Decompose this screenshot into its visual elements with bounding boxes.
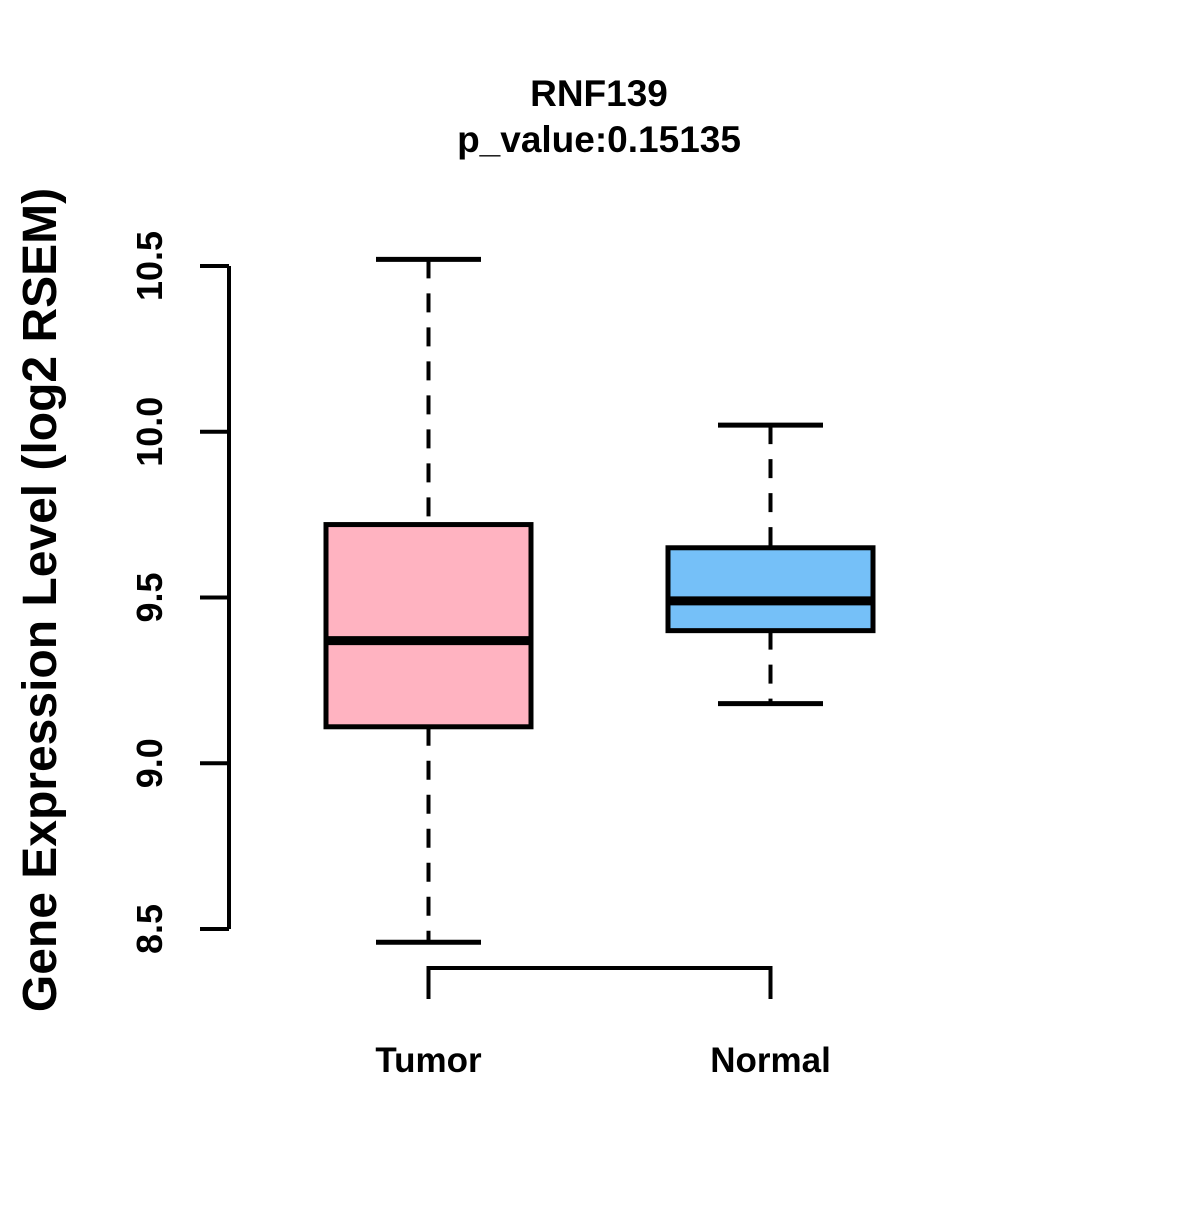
chart-title: RNF139 [530, 73, 668, 114]
chart-subtitle-pvalue: p_value:0.15135 [457, 119, 741, 160]
y-tick-label: 9.5 [129, 572, 170, 622]
y-tick-label: 10.5 [129, 231, 170, 301]
y-axis: 8.5 9.0 9.5 10.0 10.5 [129, 231, 231, 954]
y-tick-label: 9.0 [129, 738, 170, 788]
x-label-tumor: Tumor [375, 1041, 482, 1080]
x-axis-labels: Tumor Normal [375, 1041, 830, 1080]
normal-box [665, 545, 876, 634]
y-tick-label: 10.0 [129, 397, 170, 467]
y-axis-label: Gene Expression Level (log2 RSEM) [14, 188, 67, 1012]
tumor-boxplot [323, 256, 534, 945]
tumor-box [323, 522, 534, 730]
normal-boxplot [665, 422, 876, 707]
x-axis-bracket-group [426, 966, 773, 999]
y-tick-label: 8.5 [129, 904, 170, 954]
x-label-normal: Normal [710, 1041, 831, 1080]
boxplot-series [323, 256, 876, 945]
x-axis-bracket [426, 966, 773, 999]
